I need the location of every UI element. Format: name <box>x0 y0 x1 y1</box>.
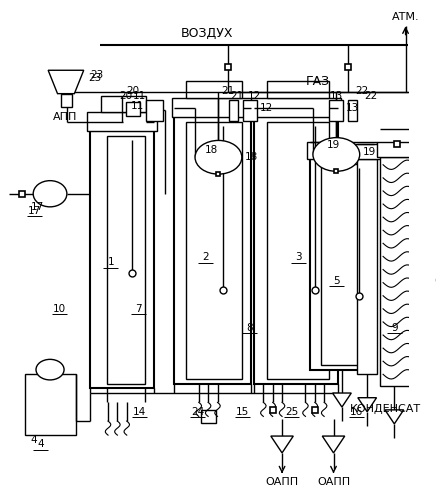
Text: ОАПП: ОАПП <box>266 477 299 487</box>
Bar <box>377 142 436 158</box>
Text: 13: 13 <box>330 92 343 102</box>
Text: 22: 22 <box>355 86 368 96</box>
Bar <box>251 98 341 117</box>
Polygon shape <box>322 436 345 453</box>
Text: 19: 19 <box>362 146 376 156</box>
Bar <box>186 122 242 379</box>
Polygon shape <box>271 436 293 453</box>
Bar <box>353 144 381 159</box>
Text: 18: 18 <box>245 152 258 162</box>
Text: 15: 15 <box>236 406 249 416</box>
Text: 11: 11 <box>133 92 146 102</box>
Ellipse shape <box>36 360 64 380</box>
Text: 23: 23 <box>90 70 103 80</box>
Text: 22: 22 <box>364 92 378 102</box>
Text: 6: 6 <box>434 276 436 286</box>
Bar <box>267 82 329 98</box>
Text: 23: 23 <box>89 72 102 83</box>
Text: 11: 11 <box>131 101 144 111</box>
Bar <box>243 100 257 121</box>
Text: 25: 25 <box>285 406 298 416</box>
Text: 20: 20 <box>119 92 133 102</box>
Text: 1: 1 <box>108 257 114 267</box>
Bar <box>201 410 216 423</box>
Text: 10: 10 <box>53 304 66 314</box>
Bar <box>186 82 242 98</box>
Text: АТМ.: АТМ. <box>392 12 419 22</box>
Text: 12: 12 <box>247 92 261 102</box>
Text: 17: 17 <box>31 202 44 212</box>
Bar <box>61 94 72 106</box>
Bar <box>267 122 329 379</box>
Bar <box>321 164 364 365</box>
Bar <box>174 117 251 384</box>
Bar <box>229 100 238 121</box>
Polygon shape <box>333 393 351 407</box>
Text: 21: 21 <box>221 86 235 96</box>
Bar <box>357 159 378 374</box>
Text: 3: 3 <box>296 252 302 262</box>
Bar <box>126 102 140 116</box>
Text: 5: 5 <box>333 276 340 286</box>
Bar <box>329 100 343 121</box>
Bar <box>172 98 254 117</box>
Text: АПП: АПП <box>53 112 77 122</box>
Text: 21: 21 <box>231 92 244 102</box>
Text: 20: 20 <box>126 86 139 96</box>
Bar <box>307 142 377 159</box>
Text: 24: 24 <box>191 406 204 416</box>
Text: КОНДЕНСАТ: КОНДЕНСАТ <box>349 404 421 414</box>
Text: ВОЗДУХ: ВОЗДУХ <box>181 28 233 40</box>
Text: 14: 14 <box>133 406 146 416</box>
Bar <box>88 112 157 131</box>
Ellipse shape <box>313 138 360 172</box>
Bar <box>347 100 357 121</box>
Bar <box>107 136 144 384</box>
Text: 12: 12 <box>259 102 273 113</box>
Text: 19: 19 <box>327 140 340 150</box>
Polygon shape <box>411 410 430 424</box>
Polygon shape <box>48 70 84 94</box>
Bar <box>310 159 374 370</box>
Bar <box>146 100 163 121</box>
Bar <box>254 117 338 384</box>
Ellipse shape <box>33 180 67 207</box>
Bar <box>380 158 435 386</box>
Text: ГАЗ: ГАЗ <box>306 75 330 88</box>
Text: 4: 4 <box>31 435 37 445</box>
Text: 16: 16 <box>350 406 364 416</box>
Text: 9: 9 <box>391 322 398 332</box>
Text: 17: 17 <box>27 206 41 216</box>
Text: 13: 13 <box>346 102 359 113</box>
Text: 18: 18 <box>205 145 218 155</box>
Polygon shape <box>358 398 377 411</box>
Bar <box>90 131 154 388</box>
Text: 4: 4 <box>37 440 44 450</box>
Text: 2: 2 <box>202 252 209 262</box>
Text: 8: 8 <box>246 322 252 332</box>
Ellipse shape <box>195 140 242 174</box>
Bar <box>102 96 146 112</box>
Text: ОАПП: ОАПП <box>317 477 350 487</box>
Text: 7: 7 <box>136 304 142 314</box>
Bar <box>25 374 76 435</box>
Polygon shape <box>385 410 404 424</box>
